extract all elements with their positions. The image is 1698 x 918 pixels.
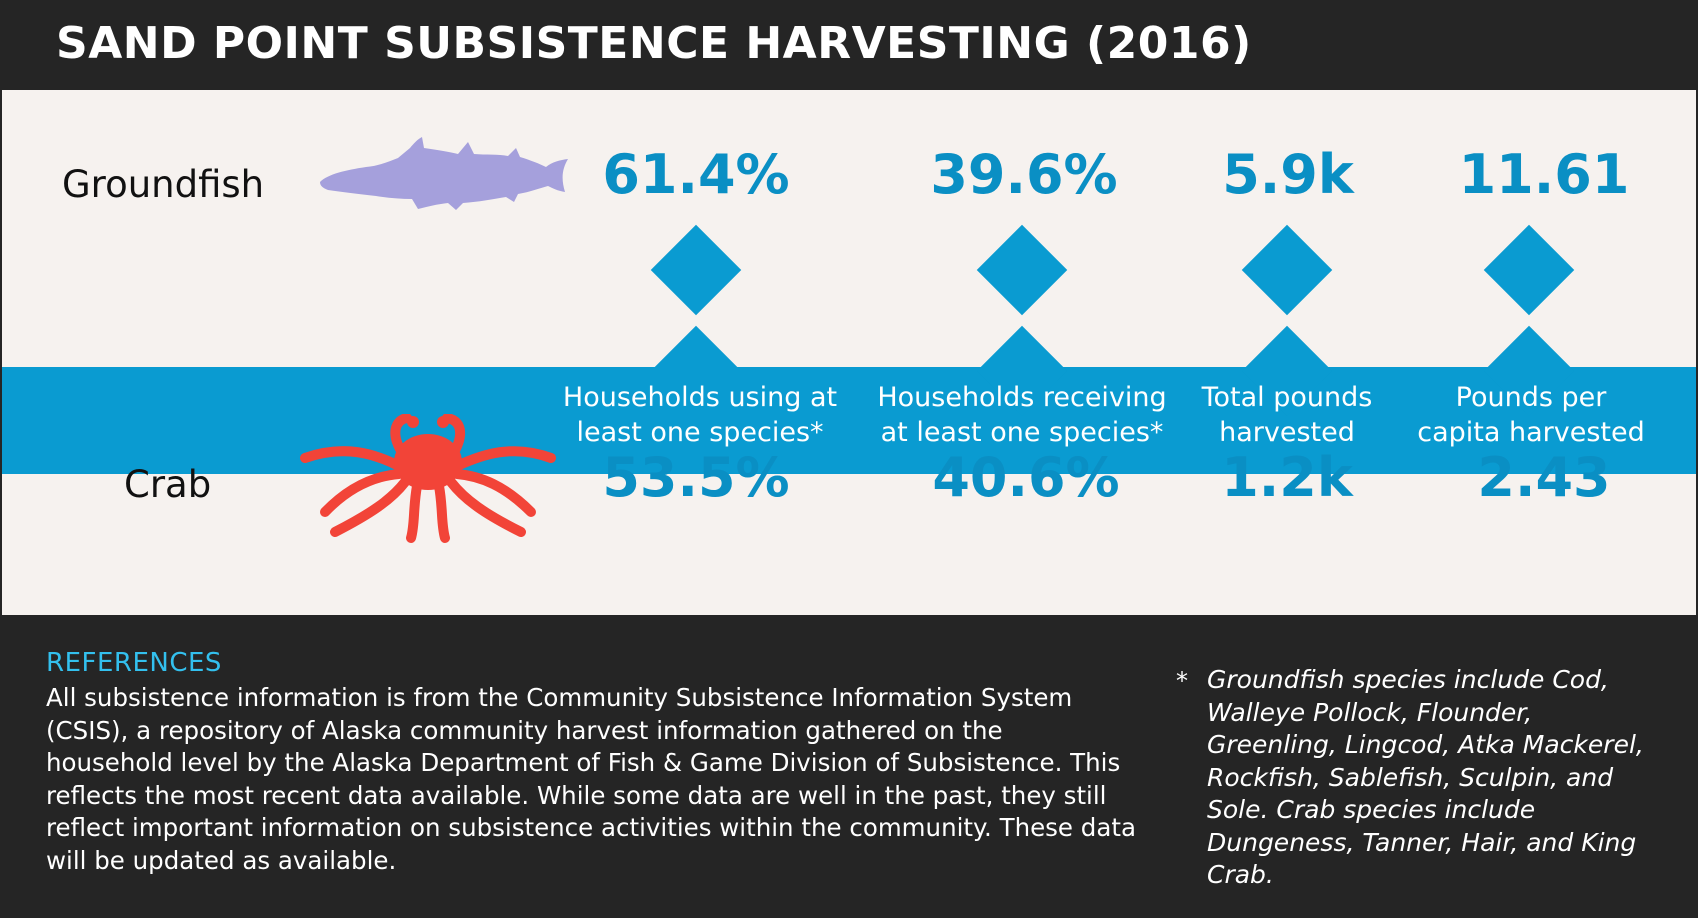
- row-label-groundfish: Groundfish: [62, 163, 265, 206]
- stats-panel: Households using at least one species* H…: [0, 90, 1698, 615]
- metric-label-pounds-per-capita: Pounds per capita harvested: [1396, 380, 1666, 450]
- metric-line-2: capita harvested: [1417, 417, 1645, 448]
- stat-groundfish-total-pounds: 5.9k: [1222, 143, 1354, 206]
- metric-line-1: Total pounds: [1201, 382, 1373, 413]
- metric-line-2: least one species*: [576, 417, 824, 448]
- row-label-crab: Crab: [124, 463, 212, 506]
- metric-pointer-up-4: [1483, 224, 1575, 316]
- references-heading: REFERENCES: [46, 648, 222, 678]
- metric-label-households-receiving: Households receiving at least one specie…: [862, 380, 1182, 450]
- metric-pointer-up-3: [1241, 224, 1333, 316]
- page-title: SAND POINT SUBSISTENCE HARVESTING (2016): [56, 18, 1252, 69]
- stat-groundfish-households-receiving: 39.6%: [930, 143, 1118, 206]
- metric-pointer-up-2: [976, 224, 1068, 316]
- stat-groundfish-households-using: 61.4%: [602, 143, 790, 206]
- metric-line-1: Pounds per: [1455, 382, 1607, 413]
- stat-crab-households-receiving: 40.6%: [932, 446, 1120, 509]
- metric-line-1: Households using at: [562, 382, 838, 413]
- metrics-band: [0, 367, 1698, 474]
- header-bar: SAND POINT SUBSISTENCE HARVESTING (2016): [0, 0, 1698, 90]
- metric-label-households-using: Households using at least one species*: [540, 380, 860, 450]
- metric-pointer-up-1: [650, 224, 742, 316]
- footnote-text: Groundfish species include Cod, Walleye …: [1207, 665, 1644, 889]
- footnote-marker: *: [1176, 667, 1188, 695]
- references-body: All subsistence information is from the …: [46, 683, 1136, 875]
- crab-icon: [300, 414, 556, 543]
- metric-line-1: Households receiving: [877, 382, 1167, 413]
- fish-icon: [320, 137, 568, 210]
- metric-line-2: harvested: [1219, 417, 1355, 448]
- metric-line-2: at least one species*: [880, 417, 1164, 448]
- stat-crab-households-using: 53.5%: [602, 446, 790, 509]
- stat-groundfish-pounds-per-capita: 11.61: [1458, 143, 1630, 206]
- metric-label-total-pounds: Total pounds harvested: [1167, 380, 1407, 450]
- stat-crab-total-pounds: 1.2k: [1221, 446, 1353, 509]
- stat-crab-pounds-per-capita: 2.43: [1477, 446, 1611, 509]
